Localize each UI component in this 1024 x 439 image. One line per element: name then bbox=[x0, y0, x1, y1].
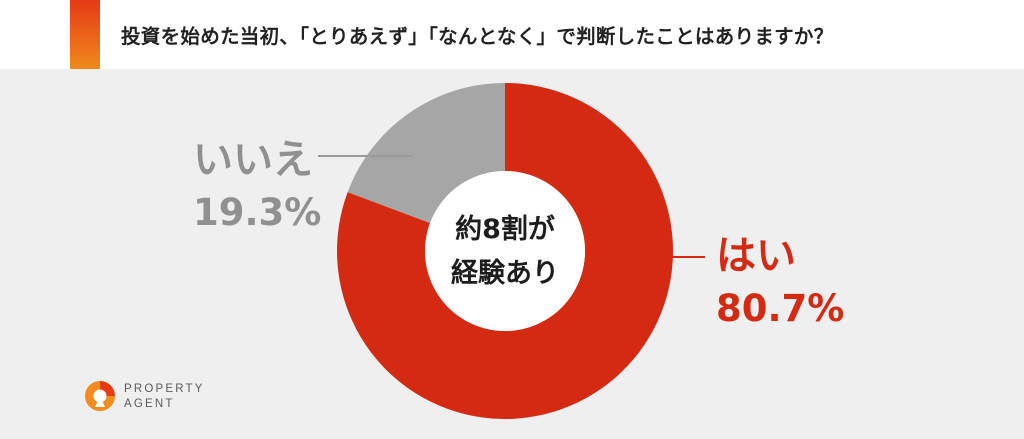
yes-slice-value: 80.7% bbox=[716, 287, 845, 330]
logo-text-line1: PROPERTY bbox=[124, 383, 205, 395]
header-accent-bar bbox=[70, 0, 100, 69]
yes-slice-name: はい bbox=[716, 233, 796, 279]
center-label-line2: 経験あり bbox=[451, 258, 559, 289]
logo-text-line2: AGENT bbox=[124, 398, 175, 410]
no-slice-name: いいえ bbox=[193, 137, 313, 183]
logo-text: PROPERTY AGENT bbox=[124, 382, 205, 412]
no-slice-label: いいえ 19.3% bbox=[193, 140, 321, 231]
donut-slice-yes bbox=[337, 83, 674, 419]
yes-leader-line bbox=[657, 256, 705, 258]
no-leader-line bbox=[318, 155, 413, 157]
center-label-line1: 約8割が bbox=[455, 214, 555, 245]
no-slice-value: 19.3% bbox=[193, 191, 322, 234]
chart-title: 投資を始めた当初、「とりあえず」「なんとなく」で判断したことはありますか？ bbox=[121, 25, 834, 48]
donut-slice-no bbox=[347, 83, 505, 223]
center-label: 約8割が 経験あり bbox=[425, 208, 585, 296]
header-band bbox=[100, 0, 1024, 69]
logo-mark-icon bbox=[85, 381, 115, 411]
donut-hole bbox=[425, 171, 585, 331]
yes-slice-label: はい 80.7% bbox=[716, 236, 844, 327]
